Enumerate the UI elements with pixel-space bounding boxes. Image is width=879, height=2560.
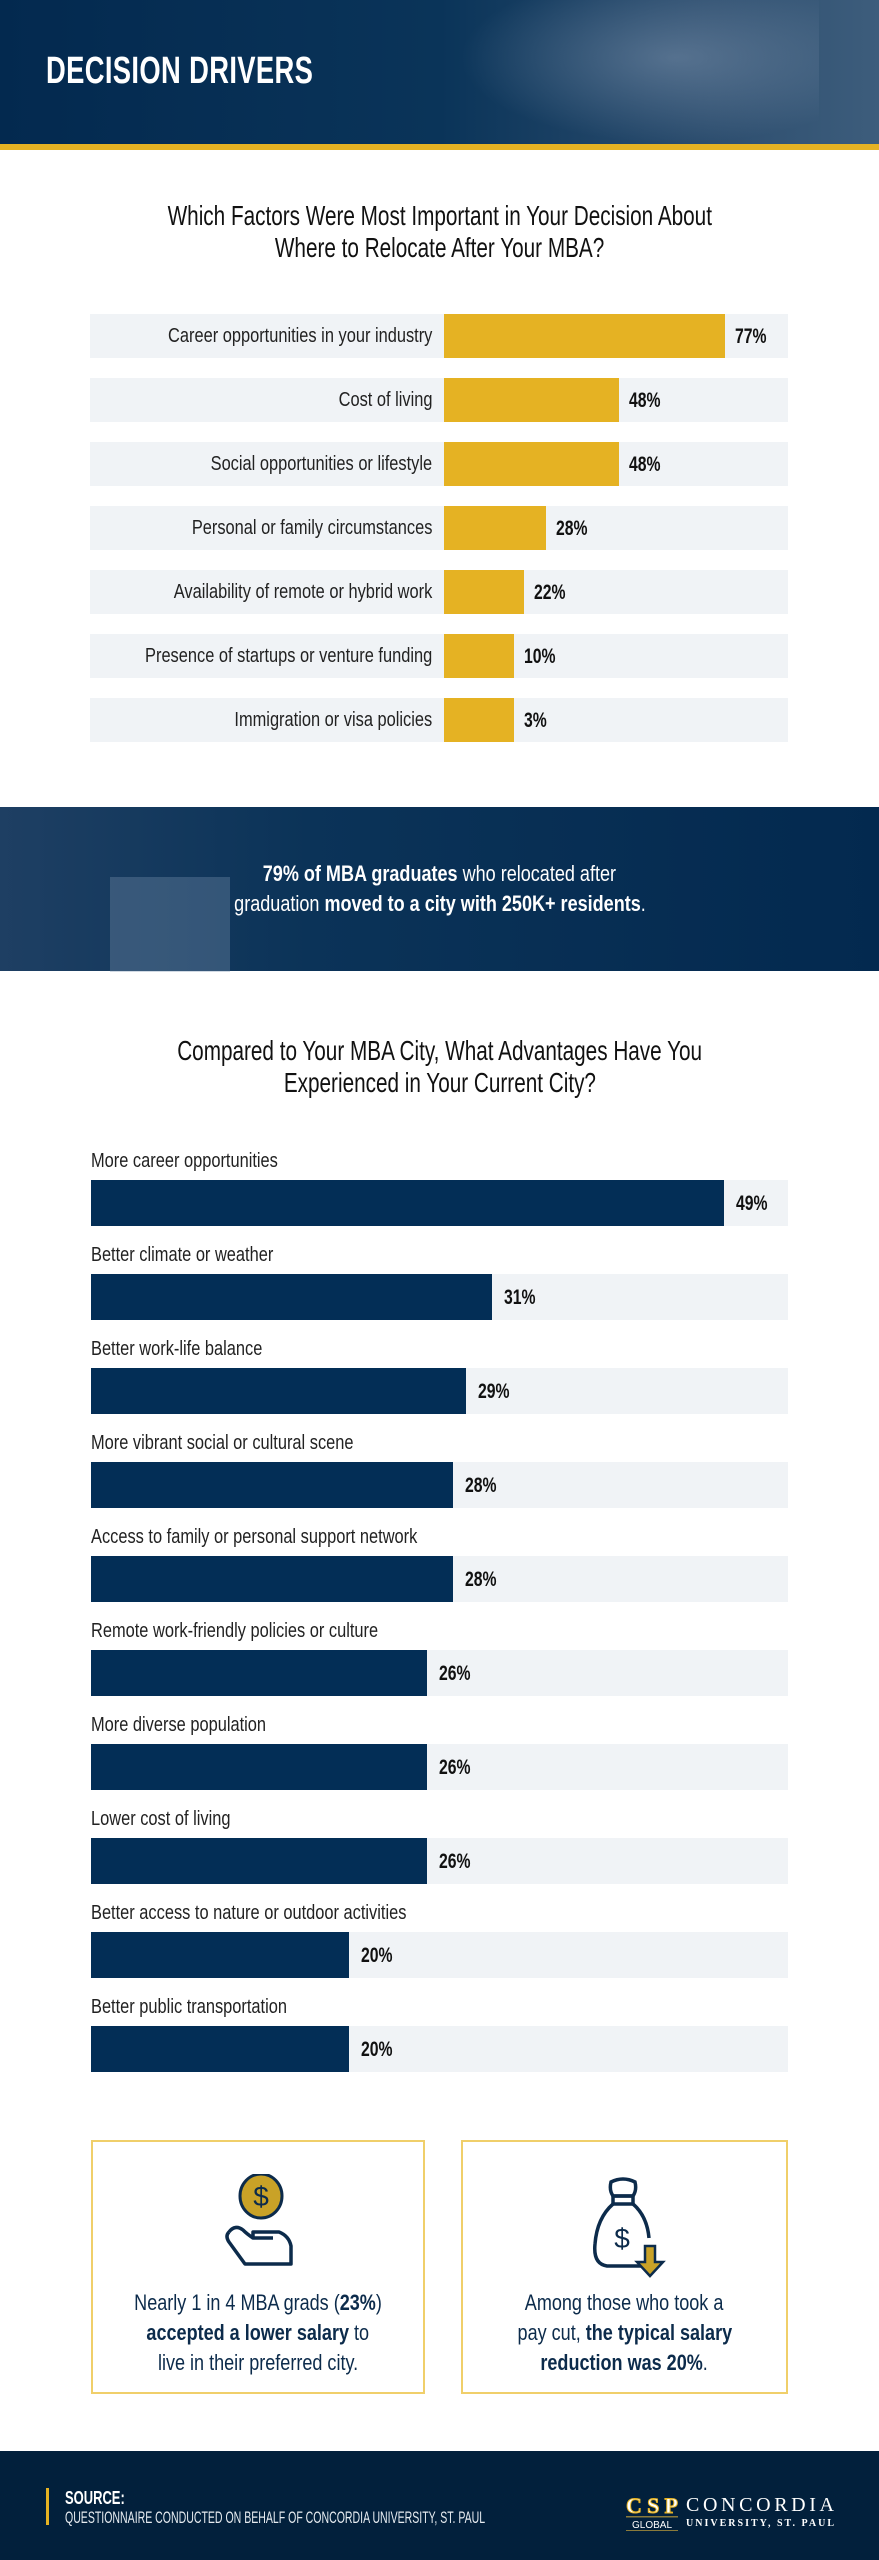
bar-track: 20% bbox=[91, 2026, 788, 2072]
svg-text:GLOBAL: GLOBAL bbox=[632, 2520, 672, 2531]
source-label: SOURCE: bbox=[65, 2488, 125, 2508]
money-bag-down-icon: $ bbox=[593, 2177, 666, 2278]
bar bbox=[91, 1650, 427, 1696]
bar-label: Social opportunities or lifestyle bbox=[210, 453, 432, 475]
value-label: 26% bbox=[438, 1756, 471, 1779]
bar-label: Better public transportation bbox=[91, 1996, 288, 2018]
source-text: QUESTIONNAIRE CONDUCTED ON BEHALF OF CON… bbox=[65, 2508, 486, 2527]
bar bbox=[91, 1180, 725, 1226]
bar bbox=[444, 506, 547, 550]
bar-track: 26% bbox=[91, 1744, 788, 1790]
bar-label: Career opportunities in your industry bbox=[167, 325, 432, 347]
svg-text:$: $ bbox=[253, 2181, 269, 2212]
svg-text:CSP: CSP bbox=[626, 2493, 678, 2518]
bar bbox=[444, 314, 726, 358]
chart1-title: Which Factors Were Most Important in You… bbox=[167, 200, 712, 263]
bar bbox=[91, 1556, 453, 1602]
chart2-title: Compared to Your MBA City, What Advantag… bbox=[177, 1035, 702, 1098]
bar bbox=[91, 1744, 427, 1790]
bar bbox=[444, 442, 620, 486]
footer-accent bbox=[46, 2488, 49, 2525]
value-label: 48% bbox=[629, 453, 661, 476]
chart1-row: Career opportunities in your industry 77% bbox=[90, 314, 788, 358]
chart1-row: Availability of remote or hybrid work 22% bbox=[90, 570, 788, 614]
bar bbox=[91, 1274, 492, 1320]
bar-label: Better climate or weather bbox=[91, 1244, 274, 1266]
bar-label: Better work-life balance bbox=[91, 1338, 263, 1360]
value-label: 48% bbox=[629, 389, 661, 412]
banner-photo bbox=[110, 877, 230, 972]
bar bbox=[444, 570, 525, 614]
value-label: 29% bbox=[477, 1380, 510, 1403]
stat-card-salary-reduction: $ Among those who took a pay cut, the typ… bbox=[461, 2140, 788, 2394]
chart1-row: Personal or family circumstances 28% bbox=[90, 506, 788, 550]
value-label: 10% bbox=[524, 645, 556, 668]
bar bbox=[91, 2026, 350, 2072]
bar-track: 31% bbox=[91, 1274, 788, 1320]
value-label: 20% bbox=[361, 2038, 393, 2061]
bar-label: Access to family or personal support net… bbox=[91, 1526, 418, 1548]
bar bbox=[91, 1368, 466, 1414]
chart1-row: Cost of living 48% bbox=[90, 378, 788, 422]
divider bbox=[0, 144, 879, 150]
value-label: 49% bbox=[736, 1192, 768, 1215]
value-label: 31% bbox=[503, 1286, 536, 1309]
chart1-row: Social opportunities or lifestyle 48% bbox=[90, 442, 788, 486]
stat-card-lower-salary: $ Nearly 1 in 4 MBA grads (23%) accepted … bbox=[91, 2140, 425, 2394]
header-banner: DECISION DRIVERS bbox=[0, 0, 879, 144]
bar-track: 20% bbox=[91, 1932, 788, 1978]
bar-track: 28% bbox=[91, 1462, 788, 1508]
bar-label: Personal or family circumstances bbox=[191, 517, 432, 539]
value-label: 26% bbox=[438, 1662, 471, 1685]
bar-label: Availability of remote or hybrid work bbox=[173, 581, 432, 603]
svg-text:UNIVERSITY, ST. PAUL: UNIVERSITY, ST. PAUL bbox=[686, 2518, 834, 2529]
header-photo bbox=[459, 0, 819, 144]
bar-track: 26% bbox=[91, 1650, 788, 1696]
bar-track: 29% bbox=[91, 1368, 788, 1414]
banner-text: 79% of MBA graduates who relocated after… bbox=[233, 861, 646, 916]
value-label: 28% bbox=[464, 1568, 497, 1591]
bar bbox=[444, 634, 514, 678]
page-title: DECISION DRIVERS bbox=[46, 50, 314, 92]
bar bbox=[91, 1838, 427, 1884]
bar-label: Presence of startups or venture funding bbox=[144, 645, 432, 667]
value-label: 77% bbox=[735, 325, 767, 348]
bar-label: More career opportunities bbox=[91, 1150, 278, 1172]
concordia-logo: CSP GLOBAL CONCORDIA UNIVERSITY, ST. PAU… bbox=[626, 2493, 835, 2531]
bar-label: Cost of living bbox=[338, 389, 432, 411]
bar-label: Immigration or visa policies bbox=[234, 709, 432, 731]
bar-label: More diverse population bbox=[91, 1714, 267, 1736]
value-label: 26% bbox=[438, 1850, 471, 1873]
chart1-row: Presence of startups or venture funding 1… bbox=[90, 634, 788, 678]
hand-coin-icon: $ bbox=[225, 2174, 293, 2266]
bar bbox=[91, 1932, 350, 1978]
bar bbox=[444, 698, 514, 742]
bar bbox=[444, 378, 620, 422]
bar-track: 26% bbox=[91, 1838, 788, 1884]
bar-label: More vibrant social or cultural scene bbox=[91, 1432, 354, 1454]
stat-banner: 79% of MBA graduates who relocated after… bbox=[0, 807, 879, 972]
value-label: 3% bbox=[524, 709, 547, 732]
bar-track: 28% bbox=[91, 1556, 788, 1602]
svg-text:CONCORDIA: CONCORDIA bbox=[686, 2494, 835, 2516]
bar-label: Better access to nature or outdoor activ… bbox=[91, 1902, 407, 1924]
value-label: 28% bbox=[556, 517, 588, 540]
value-label: 20% bbox=[361, 1944, 393, 1967]
bar bbox=[91, 1462, 453, 1508]
bar-label: Remote work-friendly policies or culture bbox=[91, 1620, 379, 1642]
footer: SOURCE: QUESTIONNAIRE CONDUCTED ON BEHAL… bbox=[0, 2451, 879, 2560]
value-label: 28% bbox=[464, 1474, 497, 1497]
svg-text:$: $ bbox=[614, 2223, 630, 2254]
bar-track: 49% bbox=[91, 1180, 788, 1226]
bar-label: Lower cost of living bbox=[91, 1808, 231, 1830]
chart1-row: Immigration or visa policies 3% bbox=[90, 698, 788, 742]
value-label: 22% bbox=[534, 581, 566, 604]
